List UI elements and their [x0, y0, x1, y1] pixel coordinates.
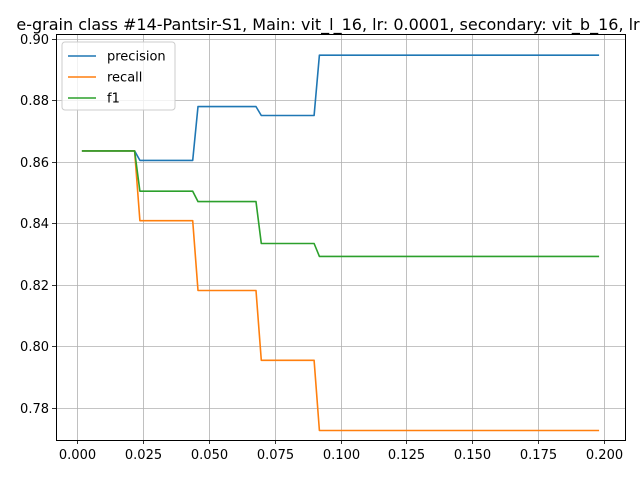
grid: [56, 34, 625, 440]
x-tick-label: 0.200: [586, 448, 623, 463]
series-line-f1: [81, 150, 600, 258]
y-tick-label: 0.86: [20, 156, 49, 171]
legend-label-precision: precision: [107, 50, 166, 65]
x-tick-label: 0.050: [191, 448, 228, 463]
x-tick-label: 0.025: [125, 448, 162, 463]
legend-label-recall: recall: [107, 71, 142, 86]
x-tick-label: 0.100: [323, 448, 360, 463]
x-tick-label: 0.075: [257, 448, 294, 463]
series-lines: [81, 54, 600, 432]
legend-label-f1: f1: [107, 92, 120, 107]
series-line-precision: [81, 54, 600, 162]
chart-title: e-grain class #14-Pantsir-S1, Main: vit_…: [16, 15, 640, 35]
series-line-recall: [81, 150, 600, 432]
plot-frame: [56, 34, 626, 441]
x-tick-label: 0.000: [59, 448, 96, 463]
y-tick-label: 0.84: [20, 217, 49, 232]
axis-ticks: 0.000 0.025 0.050 0.075 0.100 0.125 0.150 0.175…: [20, 33, 623, 463]
legend-box: [61, 41, 176, 111]
legend: precision recall f1: [61, 41, 176, 111]
y-tick-label: 0.78: [20, 402, 49, 417]
y-tick-label: 0.82: [20, 279, 49, 294]
x-tick-label: 0.175: [520, 448, 557, 463]
y-tick-label: 0.88: [20, 94, 49, 109]
y-tick-label: 0.80: [20, 340, 49, 355]
x-tick-label: 0.150: [454, 448, 491, 463]
x-tick-label: 0.125: [388, 448, 425, 463]
y-tick-label: 0.90: [20, 33, 49, 48]
